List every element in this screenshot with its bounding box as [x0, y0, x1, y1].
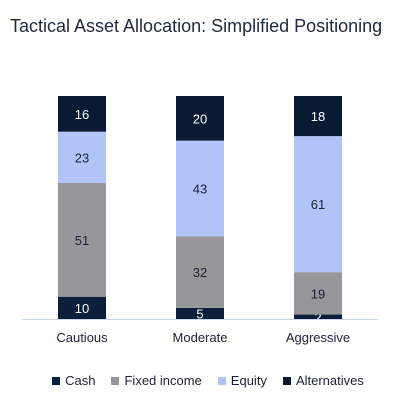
data-label: 61 — [311, 197, 325, 212]
chart-title: Tactical Asset Allocation: Simplified Po… — [10, 16, 383, 36]
data-label: 20 — [193, 111, 207, 126]
bar-segment-equity-moderate — [176, 140, 224, 237]
data-label: 43 — [193, 182, 207, 197]
bar-segment-cash-aggressive — [294, 314, 342, 319]
bar-segment-fixed-income-moderate — [176, 236, 224, 308]
data-label: 18 — [311, 109, 325, 124]
legend-item-alternatives: Alternatives — [282, 373, 364, 388]
legend-swatch — [282, 376, 291, 385]
bar-segment-cash-cautious — [58, 296, 106, 319]
data-label: 51 — [75, 233, 89, 248]
legend-label: Alternatives — [295, 373, 364, 388]
legend-label: Fixed income — [124, 373, 202, 388]
legend-label: Cash — [65, 373, 96, 388]
data-label: 2 — [314, 310, 321, 325]
data-label: 16 — [75, 107, 89, 122]
data-label: 5 — [196, 306, 203, 321]
bar-segment-alternatives-cautious — [58, 96, 106, 132]
bar-segment-alternatives-aggressive — [294, 96, 342, 137]
legend-swatch — [111, 376, 120, 385]
legend-item-equity: Equity — [217, 373, 267, 388]
legend-swatch — [52, 376, 61, 385]
bar-segment-cash-moderate — [176, 307, 224, 319]
bar-segment-fixed-income-cautious — [58, 182, 106, 297]
bar-segment-fixed-income-aggressive — [294, 272, 342, 315]
data-label: 19 — [311, 286, 325, 301]
data-label: 23 — [75, 150, 89, 165]
bar-segment-equity-aggressive — [294, 136, 342, 273]
chart-legend: Cash Fixed income Equity Alternatives — [0, 373, 416, 388]
category-label: Moderate — [173, 330, 228, 345]
legend-swatch — [217, 376, 226, 385]
bar-segment-alternatives-moderate — [176, 96, 224, 141]
bar-segment-equity-cautious — [58, 131, 106, 183]
category-label: Aggressive — [286, 330, 350, 345]
data-label: 32 — [193, 265, 207, 280]
category-label: Cautious — [56, 330, 108, 345]
legend-item-fixed-income: Fixed income — [111, 373, 202, 388]
legend-label: Equity — [230, 373, 267, 388]
data-label: 10 — [75, 301, 89, 316]
legend-item-cash: Cash — [52, 373, 95, 388]
